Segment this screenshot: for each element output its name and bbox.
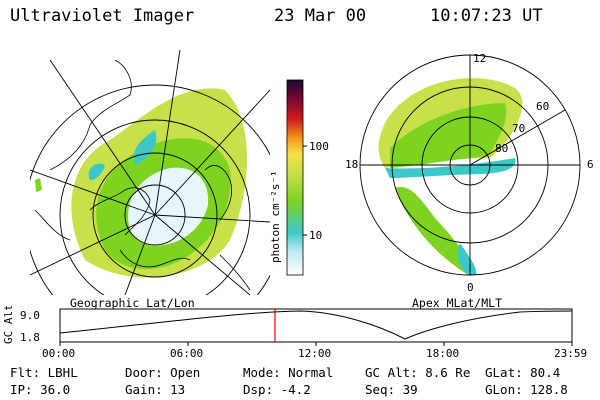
orbit-ytick-bottom: 1.8 <box>20 331 40 344</box>
orbit-ylabel: GC Alt <box>2 306 15 344</box>
colorbar-tick-10: 10 <box>309 229 322 242</box>
mlt-label-6: 6 <box>587 158 594 171</box>
image-date: 23 Mar 00 <box>274 6 367 26</box>
lat-label-80: 80 <box>495 142 508 155</box>
orbit-xtick-1200: 12:00 <box>298 347 332 360</box>
colorbar-unit-label: photon cm⁻²s⁻¹ <box>269 170 282 263</box>
image-time: 10:07:23 UT <box>430 6 543 26</box>
intensity-colorbar: photon cm⁻²s⁻¹ 100 10 <box>269 79 329 276</box>
mlt-label-0: 0 <box>467 281 474 294</box>
lat-label-60: 60 <box>536 100 549 113</box>
status-gc-alt: GC Alt: 8.6 Re <box>365 365 471 380</box>
geographic-caption: Geographic Lat/Lon <box>70 296 195 310</box>
apex-caption: Apex MLat/MLT <box>412 296 503 310</box>
apex-auroral-image: 12 18 6 0 60 70 80 <box>345 52 594 294</box>
status-dsp: Dsp: -4.2 <box>243 382 311 397</box>
orbit-altitude-plot: GC Alt 9.0 1.8 <box>2 306 573 346</box>
lat-label-70: 70 <box>512 122 525 135</box>
orbit-xtick-0600: 06:00 <box>170 347 204 360</box>
status-gain: Gain: 13 <box>125 382 186 397</box>
status-mode: Mode: Normal <box>243 365 334 380</box>
orbit-xtick-0000: 00:00 <box>42 347 76 360</box>
orbit-xtick-2359: 23:59 <box>554 347 588 360</box>
status-filter: Flt: LBHL <box>10 365 78 380</box>
geographic-auroral-image <box>30 50 270 295</box>
mlt-label-12: 12 <box>473 52 486 65</box>
orbit-xtick-1800: 18:00 <box>426 347 460 360</box>
status-ip: IP: 36.0 <box>10 382 71 397</box>
status-door: Door: Open <box>125 365 201 380</box>
instrument-title: Ultraviolet Imager <box>10 6 195 26</box>
status-glon: GLon: 128.8 <box>485 382 568 397</box>
status-seq: Seq: 39 <box>365 382 418 397</box>
status-glat: GLat: 80.4 <box>485 365 561 380</box>
mlt-label-18: 18 <box>345 158 358 171</box>
orbit-ytick-top: 9.0 <box>20 309 40 322</box>
colorbar-tick-100: 100 <box>309 140 329 153</box>
